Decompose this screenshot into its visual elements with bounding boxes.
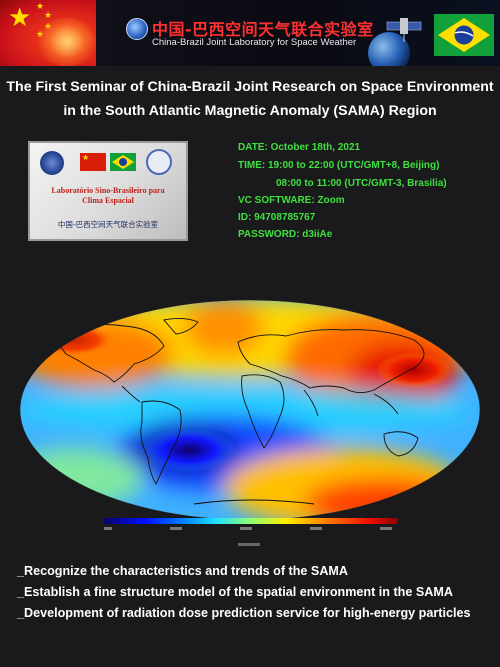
sama-magnetic-field-map [14,298,486,530]
world-field-map-graphic [19,299,481,521]
plaque-text-cn: 中国-巴西空间天气联合实验室 [57,220,159,229]
seminar-title-line2: in the South Atlantic Magnetic Anomaly (… [63,103,437,119]
colorbar-tick [170,527,182,530]
event-time-brasilia: 08:00 to 11:00 (UTC/GMT-3, Brasilia) [276,178,447,189]
colorbar-tick [104,527,112,530]
plaque-text-pt: Laboratório Sino-Brasileiro para Clima E… [30,186,186,206]
event-password: PASSWORD: d3iiAe [238,229,333,240]
field-intensity-colorbar [104,518,398,524]
event-date: DATE: October 18th, 2021 [238,142,361,153]
colorbar-tick [380,527,392,530]
colorbar-tick [240,527,252,530]
sun-image [36,18,98,66]
cas-emblem-icon [40,151,64,175]
lab-logo-icon [126,18,148,40]
china-flag-small-star-icon: ★ [36,1,45,11]
seminar-title-line1: The First Seminar of China-Brazil Joint … [6,79,494,95]
objective-item: _Development of radiation dose predictio… [17,606,471,620]
satellite-icon [386,18,422,42]
objective-item: _Recognize the characteristics and trend… [17,564,349,578]
continent-outlines [53,317,425,505]
header-banner: ★ ★ ★ ★ ★ 中国-巴西空间天气联合实验室 China-Brazil Jo… [0,0,500,66]
objective-item: _Establish a fine structure model of the… [17,585,453,599]
brazil-flag-graphic [438,18,490,52]
earth-image [368,32,410,66]
colorbar-tick [310,527,322,530]
china-flag-small-star-icon: ★ [44,10,53,20]
colorbar-unit-label [238,543,260,546]
plaque-text-pt-line1: Laboratório Sino-Brasileiro para [51,186,165,195]
lab-name-cn: 中国-巴西空间天气联合实验室 [152,20,374,39]
brazil-flag-small [110,153,136,171]
event-time-beijing: TIME: 19:00 to 22:00 (UTC/GMT+8, Beijing… [238,160,440,171]
event-vc-software: VC SOFTWARE: Zoom [238,195,345,206]
brazil-flag [434,14,494,56]
event-meeting-id: ID: 94708785767 [238,212,316,223]
lab-name-en: China-Brazil Joint Laboratory for Space … [152,37,357,48]
inpe-logo-icon [146,149,172,175]
plaque-text-pt-line2: Clima Espacial [82,196,134,205]
china-flag-big-star-icon: ★ [8,2,32,32]
lab-plaque: ★ Laboratório Sino-Brasileiro para Clima… [28,141,188,241]
china-flag-small: ★ [80,153,106,171]
